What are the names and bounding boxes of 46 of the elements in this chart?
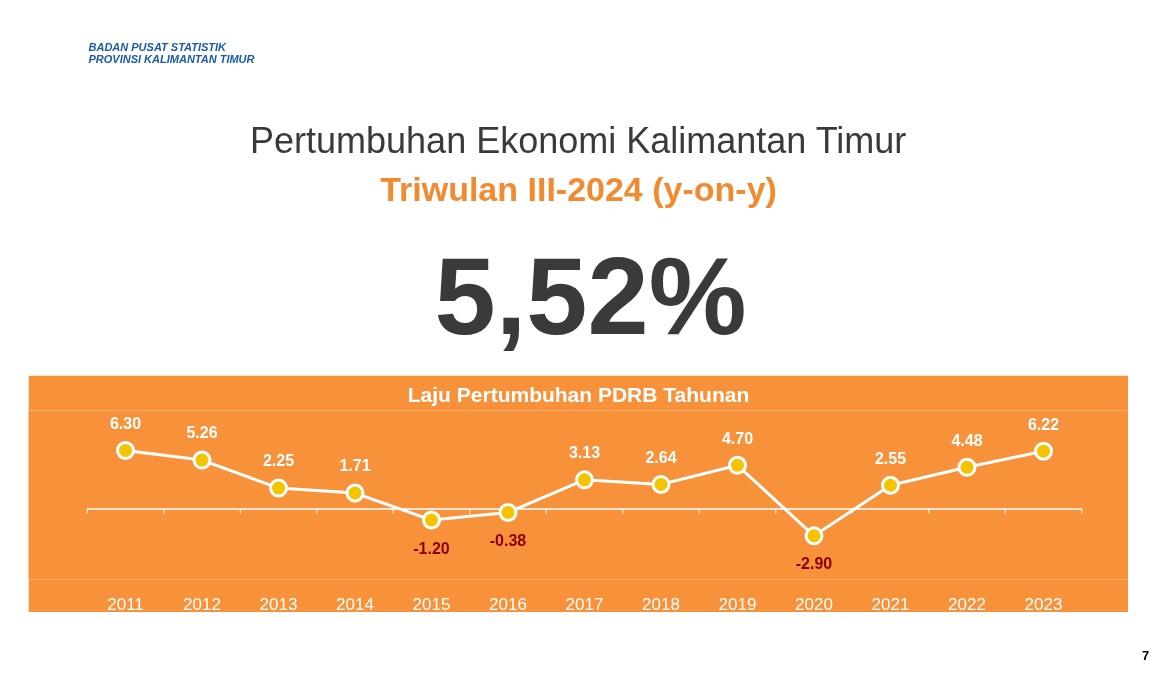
point [804,526,824,546]
x-tick-label: 2011 [107,594,144,614]
data-label: 6.22 [1027,415,1060,433]
text: Laju Pertumbuhan PDRB Tahunan [407,382,750,406]
text: 5,52% [434,234,747,357]
x-tick-label: 2017 [565,594,604,614]
x-tick-label: 2015 [412,594,451,614]
x-tick-label: 2019 [718,594,757,614]
data-label: 5.26 [186,424,218,442]
x-tick-label: 2012 [183,594,221,614]
x-tick-label: 2020 [795,594,833,614]
data-label: -1.20 [413,539,450,557]
point [422,510,441,530]
data-label: 2.55 [874,449,907,467]
text: 7 [1141,648,1150,663]
x-tick-label: 2018 [642,594,680,614]
x-tick-label: 2022 [948,594,986,614]
point [881,475,900,495]
x-tick-label: 2021 [871,594,910,614]
x-tick-label: 2014 [336,594,374,614]
data-label: -2.90 [795,555,833,573]
text: BADAN PUSAT STATISTIK [88,40,228,53]
point [575,470,594,490]
data-label: 1.71 [339,457,371,475]
data-label: 4.48 [951,431,983,449]
point [192,450,212,470]
data-label: -0.38 [489,532,527,550]
chart-subtitle: Triwulan III-2024 (y-on-y) [380,169,777,208]
chart-title: Pertumbuhan Ekonomi Kalimantan Timur [250,120,907,161]
data-label: 2.25 [262,452,295,470]
text: PROVINSI KALIMANTAN TIMUR [88,52,255,65]
point [1034,441,1053,461]
point [269,478,288,498]
point [728,455,747,475]
data-label: 4.70 [721,429,754,447]
data-label: 2.64 [645,448,677,466]
point [116,440,135,460]
x-tick-label: 2023 [1024,594,1063,614]
point [345,483,365,503]
data-label: 6.30 [109,414,142,432]
x-tick-label: 2013 [259,594,298,614]
point [651,474,671,494]
point [957,457,977,477]
x-tick-label: 2016 [489,594,527,614]
point [498,502,518,522]
data-label: 3.13 [568,444,601,462]
